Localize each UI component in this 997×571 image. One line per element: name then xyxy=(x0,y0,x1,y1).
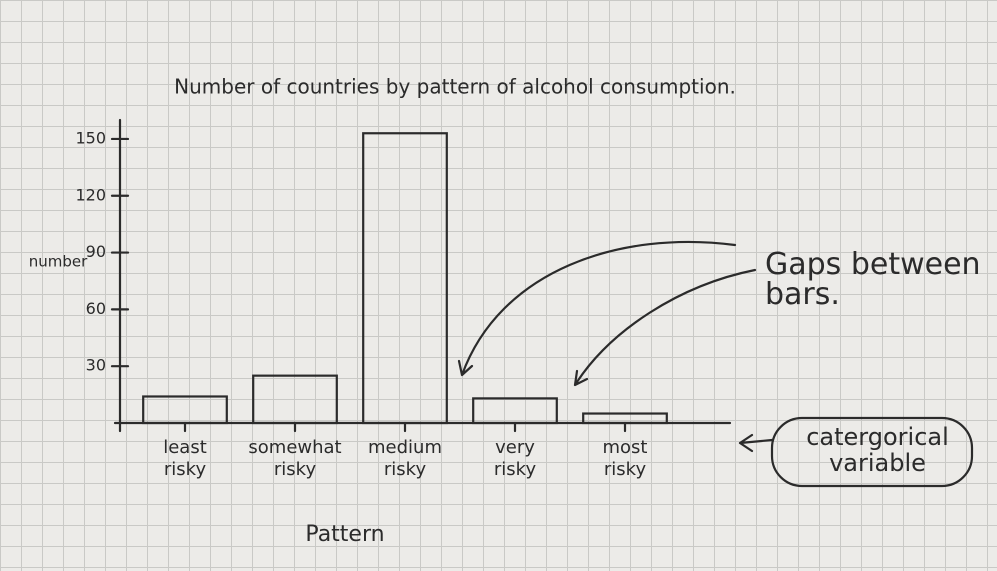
callout-box xyxy=(770,416,974,488)
bar xyxy=(252,374,338,425)
y-tick-label: 30 xyxy=(86,356,106,375)
chart-title: Number of countries by pattern of alcoho… xyxy=(174,75,736,99)
x-tick-label: least risky xyxy=(163,437,207,480)
y-axis-label: number xyxy=(29,253,88,271)
annotation: catergorical variable xyxy=(806,423,949,477)
y-tick-label: 120 xyxy=(75,185,106,204)
y-tick-label: 90 xyxy=(86,242,106,261)
bar xyxy=(142,395,228,425)
bar xyxy=(362,132,448,425)
x-tick-label: most risky xyxy=(603,437,648,480)
x-axis-label: Pattern xyxy=(305,522,384,547)
arrow xyxy=(573,268,757,387)
annotation: Gaps between bars. xyxy=(765,247,981,312)
x-tick-label: somewhat risky xyxy=(248,437,341,480)
bar xyxy=(582,412,668,425)
x-tick-label: medium risky xyxy=(368,437,442,480)
arrow xyxy=(738,433,774,453)
arrow xyxy=(457,240,737,377)
y-tick-label: 60 xyxy=(86,299,106,318)
y-tick-label: 150 xyxy=(75,128,106,147)
bar xyxy=(472,397,558,425)
x-tick-label: very risky xyxy=(494,437,537,480)
